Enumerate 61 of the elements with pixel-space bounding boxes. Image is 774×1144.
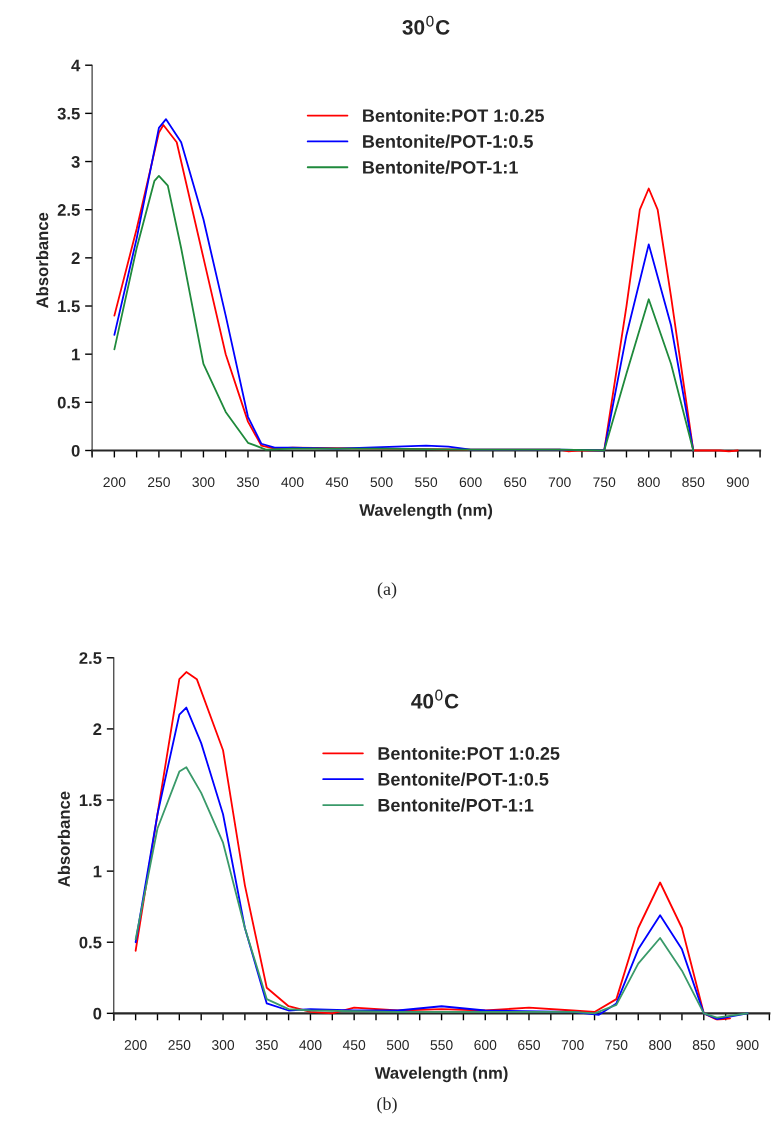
x-tick-label: 350 xyxy=(255,1040,278,1050)
line-series xyxy=(134,766,749,1019)
x-tick-label: 600 xyxy=(459,477,482,488)
x-tick-label: 900 xyxy=(736,1040,759,1050)
x-tick-label: 400 xyxy=(299,1040,322,1050)
legend-label: Bentonite/POT-1:0.5 xyxy=(363,134,533,149)
x-tick-label: 250 xyxy=(168,1040,191,1050)
x-tick-label: 200 xyxy=(103,477,126,488)
y-tick-label: 1 xyxy=(93,865,102,878)
text: (a) xyxy=(377,582,397,599)
line-series xyxy=(113,175,695,452)
y-tick-label: 2.5 xyxy=(57,204,80,216)
x-tick-label: 300 xyxy=(192,477,215,488)
y-tick-label: 0 xyxy=(71,444,80,457)
x-tick-label: 300 xyxy=(211,1040,235,1050)
y-axis-title: Absorbance xyxy=(57,791,70,887)
x-tick-label: 600 xyxy=(474,1040,497,1050)
x-tick-label: 650 xyxy=(504,477,527,488)
y-axis-title: Absorbance xyxy=(36,212,49,308)
y-tick-label: 4 xyxy=(71,59,81,72)
legend-label: Bentonite/POT-1:1 xyxy=(363,160,518,174)
x-axis-title: Wavelength (nm) xyxy=(359,503,493,520)
y-tick-label: 0 xyxy=(93,1007,102,1020)
x-tick-label: 850 xyxy=(682,477,705,488)
x-tick-label: 800 xyxy=(649,1040,672,1050)
x-tick-label: 850 xyxy=(692,1040,715,1050)
text: 40$^{0}$C xyxy=(411,689,459,709)
x-tick-label: 500 xyxy=(370,477,393,488)
y-tick-label: 3 xyxy=(71,155,80,168)
x-tick-label: 350 xyxy=(236,477,260,488)
x-tick-label: 550 xyxy=(430,1040,453,1050)
legend-label: Bentonite:POT 1:0.25 xyxy=(363,108,544,123)
x-tick-label: 400 xyxy=(281,477,304,488)
chart-title: 30$^{0}$C xyxy=(402,15,450,35)
x-tick-label: 250 xyxy=(148,477,170,488)
x-tick-label: 700 xyxy=(561,1040,584,1050)
y-tick-label: 2 xyxy=(93,723,102,735)
y-tick-label: 0.5 xyxy=(57,396,80,409)
y-tick-label: 1.5 xyxy=(58,300,80,313)
x-tick-label: 650 xyxy=(518,1040,541,1050)
legend-label: Bentonite:POT 1:0.25 xyxy=(378,746,560,760)
x-tick-label: 500 xyxy=(386,1040,409,1050)
x-tick-label: 750 xyxy=(593,477,616,488)
x-tick-label: 450 xyxy=(325,477,349,488)
y-tick-label: 2 xyxy=(71,252,80,264)
text: (b) xyxy=(377,1097,397,1114)
y-tick-label: 3.5 xyxy=(57,107,80,120)
x-axis-title: Wavelength (nm) xyxy=(374,1066,508,1083)
legend-label: Bentonite/POT-1:1 xyxy=(378,798,534,812)
x-tick-label: 800 xyxy=(637,477,660,488)
legend-label: Bentonite/POT-1:0.5 xyxy=(378,772,549,786)
y-tick-label: 1 xyxy=(72,348,80,361)
x-tick-label: 750 xyxy=(605,1040,628,1050)
x-tick-label: 450 xyxy=(342,1040,366,1050)
x-tick-label: 700 xyxy=(548,477,571,488)
x-tick-label: 900 xyxy=(726,477,749,488)
y-tick-label: 2.5 xyxy=(79,652,102,664)
x-tick-label: 200 xyxy=(124,1040,147,1050)
x-tick-label: 550 xyxy=(415,477,438,488)
y-tick-label: 1.5 xyxy=(79,794,102,807)
y-tick-label: 0.5 xyxy=(79,936,102,949)
